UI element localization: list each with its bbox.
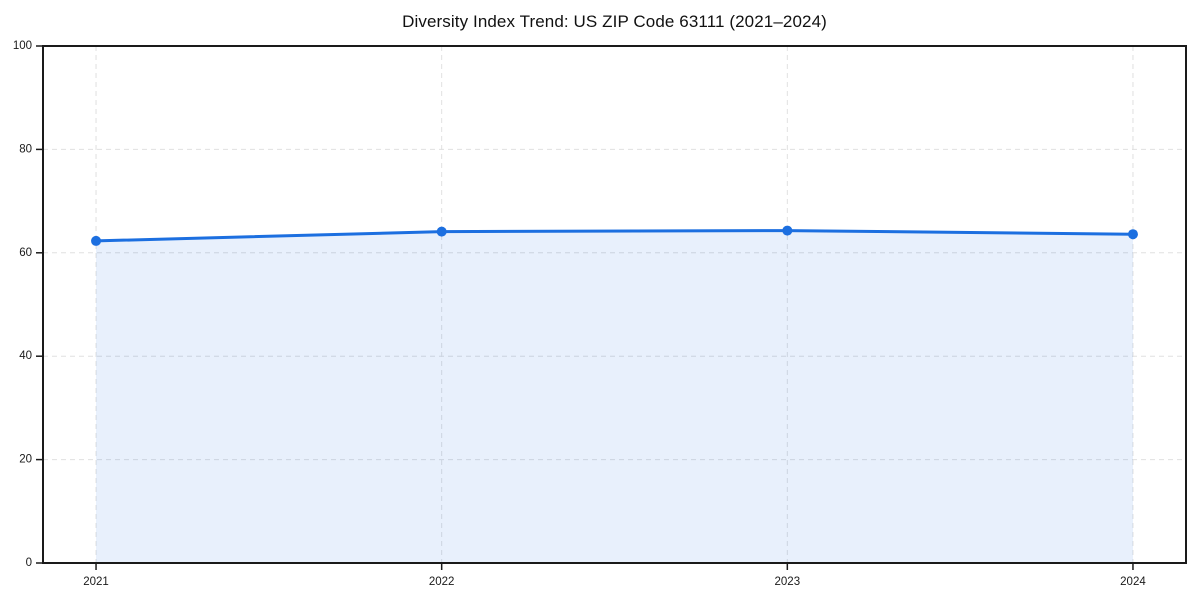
chart-title: Diversity Index Trend: US ZIP Code 63111… <box>402 12 827 31</box>
data-point <box>91 235 102 246</box>
y-tick-label: 40 <box>19 350 32 362</box>
data-point <box>1127 229 1138 240</box>
y-tick-label: 100 <box>13 40 32 52</box>
x-tick-label: 2022 <box>429 576 455 588</box>
area-fill <box>96 230 1133 563</box>
y-tick-label: 60 <box>19 247 32 259</box>
x-tick-label: 2023 <box>775 576 801 588</box>
trend-line <box>94 229 1135 243</box>
data-point <box>436 226 447 237</box>
y-tick-label: 80 <box>19 143 32 155</box>
data-point <box>782 225 793 236</box>
plot-border <box>42 45 1187 564</box>
x-tick-label: 2024 <box>1120 576 1146 588</box>
y-tick-label: 20 <box>19 454 32 466</box>
x-tick-label: 2021 <box>83 576 109 588</box>
y-tick-label: 0 <box>26 557 32 569</box>
